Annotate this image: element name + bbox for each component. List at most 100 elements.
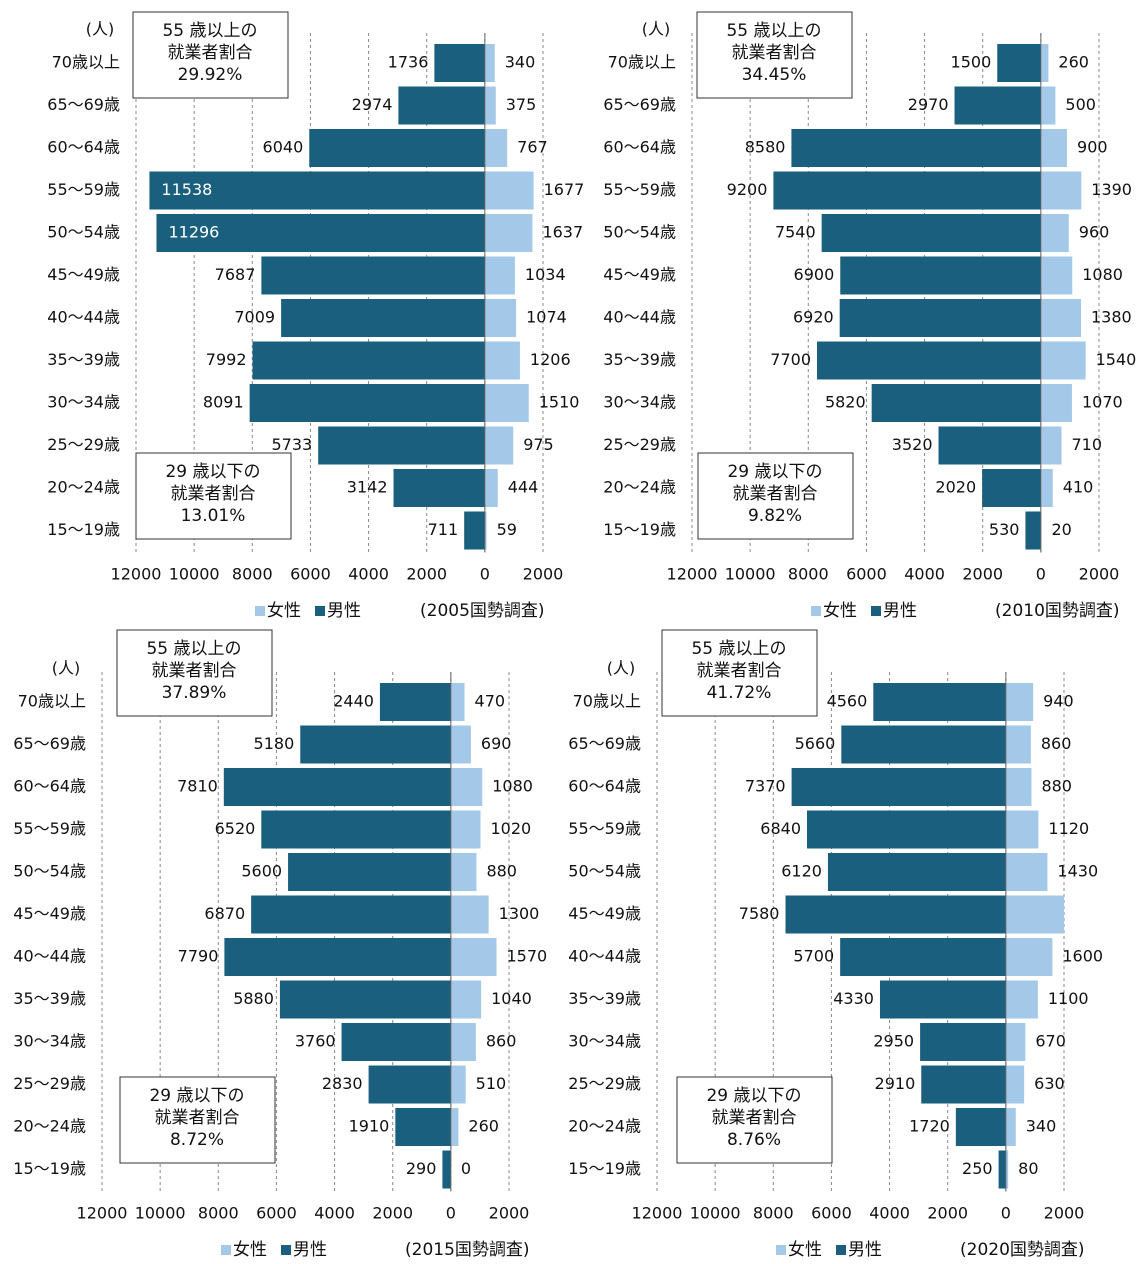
x-tick-label: 8000 <box>788 565 829 584</box>
annotation-text: 41.72% <box>707 683 772 703</box>
annotation-text: 55 歳以上の <box>726 21 821 41</box>
value-label: 880 <box>1041 777 1072 796</box>
value-label: 510 <box>476 1074 507 1093</box>
x-tick-label: 0 <box>1036 565 1046 584</box>
unit-label: (人) <box>52 659 81 678</box>
bar <box>1005 1150 1009 1189</box>
annotation-text: 29 歳以下の <box>706 1086 801 1106</box>
value-label: 900 <box>1077 138 1108 157</box>
x-tick-label: 12000 <box>667 565 718 584</box>
bar <box>484 44 495 82</box>
annotation-box <box>697 452 854 540</box>
annotation-text: 29 歳以下の <box>149 1086 244 1106</box>
value-label: 880 <box>486 862 517 881</box>
value-label: 290 <box>406 1159 437 1178</box>
bar <box>261 256 485 295</box>
category-label: 45～49歳 <box>568 904 641 923</box>
value-label: 2020 <box>935 478 976 497</box>
value-label: 6520 <box>215 819 256 838</box>
annotation-text: 13.01% <box>181 506 246 526</box>
category-label: 30～34歳 <box>568 1032 641 1051</box>
bar <box>1005 683 1034 721</box>
category-label: 60～64歳 <box>47 138 120 157</box>
annotation-text: 29.92% <box>178 65 243 85</box>
category-label: 15～19歳 <box>568 1159 641 1178</box>
bar <box>879 980 1006 1019</box>
value-label: 2830 <box>322 1074 363 1093</box>
value-label: 0 <box>461 1159 471 1178</box>
category-label: 55～59歳 <box>568 819 641 838</box>
value-label: 500 <box>1065 95 1096 114</box>
value-label: 80 <box>1018 1159 1038 1178</box>
bar <box>954 86 1041 125</box>
value-label: 1070 <box>1082 393 1123 412</box>
value-label: 20 <box>1051 520 1071 539</box>
value-label: 3760 <box>295 1032 336 1051</box>
value-label: 1600 <box>1062 947 1103 966</box>
annotation-text: 55 歳以上の <box>162 21 257 41</box>
value-label: 1736 <box>388 53 429 72</box>
bar <box>450 980 482 1019</box>
value-label: 1100 <box>1048 989 1089 1008</box>
value-label: 4560 <box>827 692 868 711</box>
value-label: 7790 <box>178 947 219 966</box>
category-label: 50～54歳 <box>13 862 86 881</box>
value-label: 1390 <box>1091 180 1132 199</box>
category-label: 40～44歳 <box>13 947 86 966</box>
legend-swatch <box>221 1245 231 1255</box>
value-label: 7992 <box>206 350 247 369</box>
bar <box>997 44 1041 82</box>
bar <box>785 895 1006 934</box>
bar <box>261 810 451 849</box>
value-label: 7700 <box>770 350 811 369</box>
category-label: 40～44歳 <box>568 947 641 966</box>
x-tick-label: 4000 <box>869 1204 910 1223</box>
bar <box>821 214 1041 252</box>
x-tick-label: 2000 <box>489 1204 530 1223</box>
category-label: 45～49歳 <box>603 265 676 284</box>
value-label: 1500 <box>951 53 992 72</box>
legend-label: 女性 <box>823 601 857 621</box>
value-label: 1540 <box>1096 350 1137 369</box>
category-label: 15～19歳 <box>603 520 676 539</box>
bar <box>1005 810 1039 849</box>
bar <box>1040 214 1069 252</box>
value-label: 1080 <box>1082 265 1123 284</box>
annotation-text: 55 歳以上の <box>146 639 241 659</box>
bar <box>1040 341 1086 380</box>
value-label: 1677 <box>544 180 585 199</box>
bar <box>1040 299 1081 337</box>
annotation-text: 就業者割合 <box>152 661 237 681</box>
value-label: 9200 <box>727 180 768 199</box>
annotation-box <box>132 11 289 99</box>
legend-label: 男性 <box>293 1240 327 1260</box>
bar <box>251 895 451 934</box>
annotation-text: 就業者割合 <box>155 1108 240 1128</box>
annotation-text: 就業者割合 <box>171 484 256 504</box>
bar <box>773 171 1041 210</box>
caption: (2010国勢調査) <box>995 601 1120 621</box>
legend-swatch <box>776 1245 786 1255</box>
category-label: 60～64歳 <box>568 777 641 796</box>
bar <box>1040 171 1082 210</box>
x-tick-label: 2000 <box>927 1204 968 1223</box>
x-tick-label: 6000 <box>256 1204 297 1223</box>
category-label: 35～39歳 <box>13 989 86 1008</box>
value-label: 11296 <box>168 223 219 242</box>
bar <box>1040 469 1053 507</box>
bar <box>1005 853 1048 891</box>
value-label: 7370 <box>745 777 786 796</box>
bar <box>379 683 451 721</box>
legend-swatch <box>836 1245 846 1255</box>
x-tick-label: 4000 <box>904 565 945 584</box>
bar <box>1025 511 1041 550</box>
bar <box>341 1023 451 1061</box>
value-label: 1510 <box>539 393 580 412</box>
x-tick-label: 8000 <box>753 1204 794 1223</box>
bar <box>484 129 508 167</box>
annotation-box <box>135 452 292 540</box>
value-label: 767 <box>517 138 548 157</box>
bar <box>309 129 485 167</box>
category-label: 70歳以上 <box>52 53 120 72</box>
category-label: 55～59歳 <box>13 819 86 838</box>
